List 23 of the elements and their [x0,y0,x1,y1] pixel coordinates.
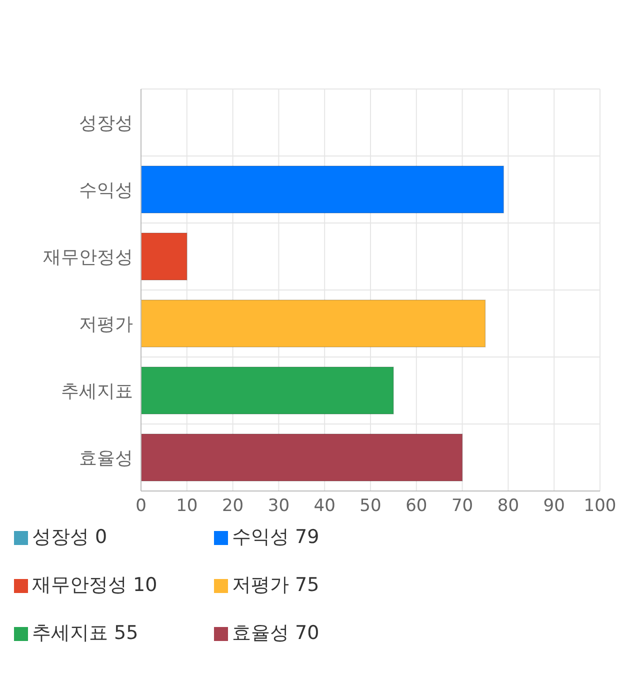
y-tick-label: 저평가 [79,314,133,335]
x-tick-label: 0 [136,496,146,516]
x-tick-label: 30 [268,496,290,516]
x-tick-label: 100 [584,496,616,516]
x-tick-label: 50 [360,496,382,516]
x-tick-label: 70 [451,496,474,516]
x-tick-label: 10 [176,496,198,516]
y-tick-label: 성장성 [79,112,133,134]
y-tick-label: 추세지표 [61,380,133,402]
x-tick-label: 90 [543,496,565,516]
x-tick-label: 80 [497,496,520,516]
legend-label: 성장성 0 [32,526,108,548]
y-tick-label: 수익성 [79,180,133,201]
legend-label: 효율성 70 [232,622,320,644]
y-tick-label: 효율성 [79,448,133,469]
legend-label: 수익성 79 [232,526,320,548]
legend-label: 추세지표 55 [32,622,138,644]
x-tick-label: 40 [314,496,336,516]
x-tick-label: 60 [406,496,428,516]
legend-label: 저평가 75 [232,574,320,596]
legend-label: 재무안정성 10 [32,574,158,596]
y-tick-label: 재무안정성 [43,246,133,268]
x-tick-label: 20 [222,496,244,516]
